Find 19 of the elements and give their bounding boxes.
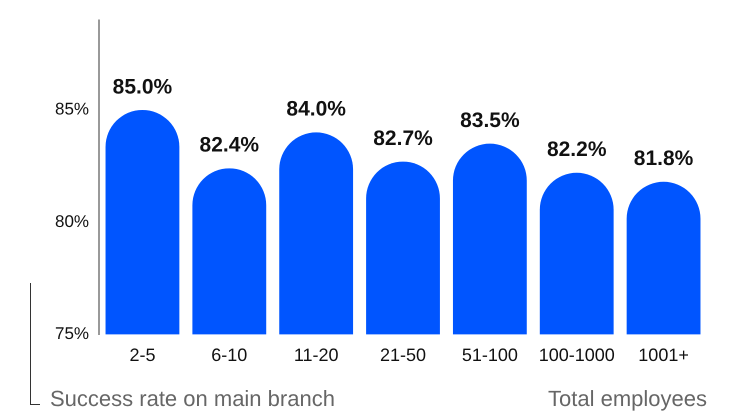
- data-label: 83.5%: [460, 108, 520, 132]
- x-tick-label: 21-50: [380, 345, 426, 366]
- y-axis-title: Success rate on main branch: [50, 386, 335, 412]
- data-label: 82.2%: [546, 138, 607, 162]
- y-tick-label: 80%: [54, 212, 90, 231]
- data-label: 82.7%: [373, 126, 434, 150]
- x-tick-label: 51-100: [462, 345, 518, 366]
- x-tick-label: 2-5: [129, 345, 156, 366]
- data-label: 84.0%: [286, 98, 346, 121]
- data-label: 81.8%: [634, 147, 694, 170]
- x-tick-label: 100-1000: [538, 345, 615, 366]
- x-tick-label: 1001+: [638, 345, 689, 366]
- y-tick-label: 85%: [54, 100, 90, 119]
- y-tick-label: 75%: [54, 324, 90, 344]
- x-axis-title: Total employees: [548, 386, 707, 412]
- x-tick-label: 11-20: [294, 345, 339, 366]
- data-label: 85.0%: [112, 75, 173, 98]
- x-tick-label: 6-10: [211, 345, 248, 366]
- data-label: 82.4%: [200, 134, 260, 157]
